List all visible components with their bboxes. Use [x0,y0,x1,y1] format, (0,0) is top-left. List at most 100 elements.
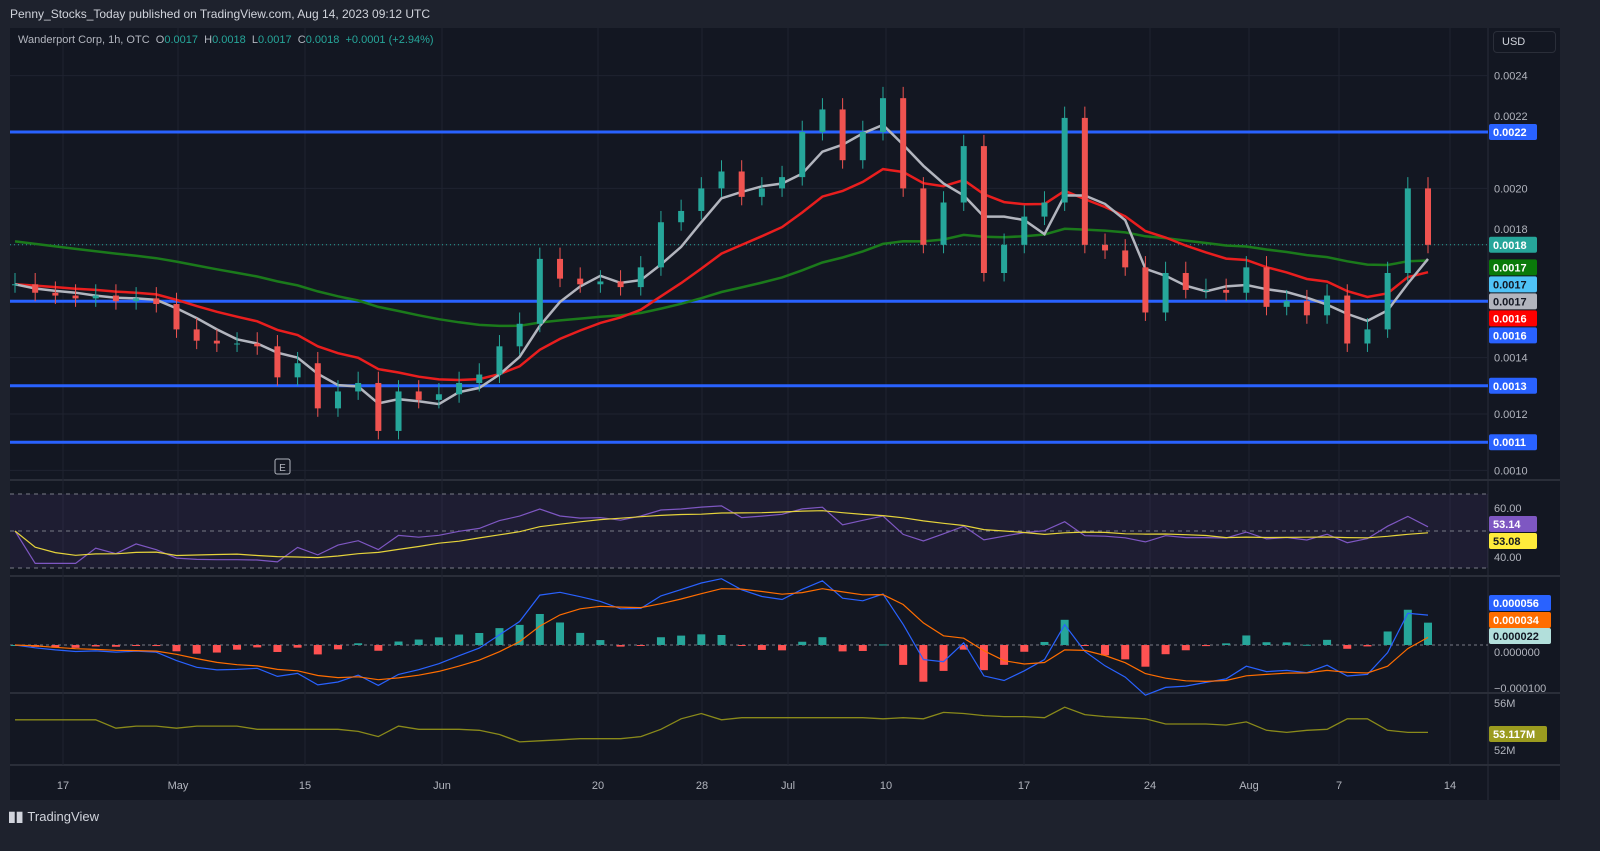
change-value: +0.0001 (+2.94%) [345,34,434,46]
time-tick-label: 28 [696,780,708,792]
macd-histogram-bar [475,632,484,645]
ma-fast-line [14,123,1429,406]
macd-histogram-bar [737,645,746,646]
candle-up [678,210,685,223]
candle-down [1425,188,1431,245]
macd-histogram-bar [596,640,605,645]
price-axis-label-bg [1489,293,1537,310]
close-label: C [297,34,306,46]
macd-histogram-bar [1323,639,1332,645]
candle-up [234,343,241,345]
currency-button[interactable]: USD [1493,31,1556,53]
candle-down [557,258,564,279]
macd-histogram-bar [414,639,423,645]
candle-up [12,284,18,286]
macd-histogram-bar [132,645,141,646]
macd-histogram-bar [1343,645,1352,649]
candle-down [1344,295,1351,344]
price-tick-label: 0.0010 [1494,465,1528,477]
macd-histogram-bar [1121,645,1130,660]
candle-down [617,281,624,288]
candle-up [779,177,786,189]
candle-up [1001,244,1008,273]
macd-signal-line [14,588,1429,683]
time-tick-label: 7 [1336,780,1342,792]
candle-down [153,298,160,305]
macd-histogram-bar [192,645,201,654]
macd-histogram-bar [1060,619,1069,645]
candle-down [213,340,220,344]
candle-up [1202,289,1209,291]
macd-histogram-bar [576,632,585,645]
low-label: L [251,34,258,46]
tradingview-logo-icon: ▮▮ [8,808,24,824]
open-label: O [155,34,165,46]
macd-histogram-bar [51,645,60,648]
rsi-ma-value-label: 53.08 [1493,536,1521,548]
macd-histogram-bar [899,645,908,665]
publisher-header: Penny_Stocks_Today published on TradingV… [10,7,431,21]
macd-histogram-bar [172,645,181,652]
macd-histogram-bar [838,645,847,652]
candle-up [1364,329,1371,344]
candle-down [1122,250,1129,268]
macd-histogram-bar [293,645,302,648]
earnings-marker-label: E [279,463,286,474]
candle-up [637,267,644,288]
close-value: 0.0018 [305,34,340,46]
candle-up [718,171,725,189]
candle-down [72,295,79,299]
volume-value-label-bg [1489,726,1547,742]
high-label: H [204,34,213,46]
candle-up [395,391,402,431]
macd-histogram-bar [91,645,100,647]
macd-histogram-bar [333,645,342,650]
price-axis-label: 0.0013 [1493,381,1527,393]
candle-down [577,278,584,285]
macd-histogram-bar [111,645,120,647]
macd-histogram-bar [1181,645,1190,651]
time-tick-label: 14 [1444,780,1456,792]
volume-indicator-line [15,706,1428,743]
macd-histogram-bar [535,613,544,645]
price-axis-label-bg [1489,276,1537,293]
time-tick-label: 20 [592,780,604,792]
histogram-value-label-bg [1489,628,1551,644]
candle-down [1182,273,1189,290]
candle-up [758,188,765,197]
candle-up [496,346,503,375]
macd-value-label: 0.000056 [1493,598,1539,610]
candle-up [1404,188,1411,273]
macd-histogram-bar [1020,645,1029,652]
time-tick-label: Jul [781,780,795,792]
macd-histogram-bar [1141,645,1150,667]
candle-up [859,132,866,161]
candle-up [456,382,463,395]
candle-down [1223,289,1230,293]
open-value: 0.0017 [164,34,198,46]
volume-value-label: 53.117M [1493,729,1535,741]
price-tick-label: 0.0012 [1494,409,1528,421]
macd-histogram-bar [1222,643,1231,645]
macd-histogram-bar [495,628,504,645]
price-axis-label-bg [1489,434,1537,451]
candle-down [980,146,987,273]
earnings-marker-icon [274,458,291,475]
candle-down [1142,267,1149,313]
price-axis-label-bg [1489,377,1537,394]
candle-up [294,363,301,378]
price-tick-label: 0.0022 [1494,111,1528,123]
candle-up [698,188,705,211]
macd-histogram-bar [919,645,928,682]
candle-up [657,222,664,268]
time-tick-label: Aug [1239,780,1259,792]
symbol-name[interactable]: Wanderport Corp, 1h, OTC [18,34,150,46]
macd-histogram-bar [778,645,787,651]
time-tick-label: 15 [299,780,311,792]
footer-brand[interactable]: ▮▮ TradingView [8,808,99,825]
macd-histogram-bar [1201,645,1210,647]
time-tick-label: 24 [1144,780,1156,792]
candle-down [173,304,180,330]
candle-up [516,323,523,347]
